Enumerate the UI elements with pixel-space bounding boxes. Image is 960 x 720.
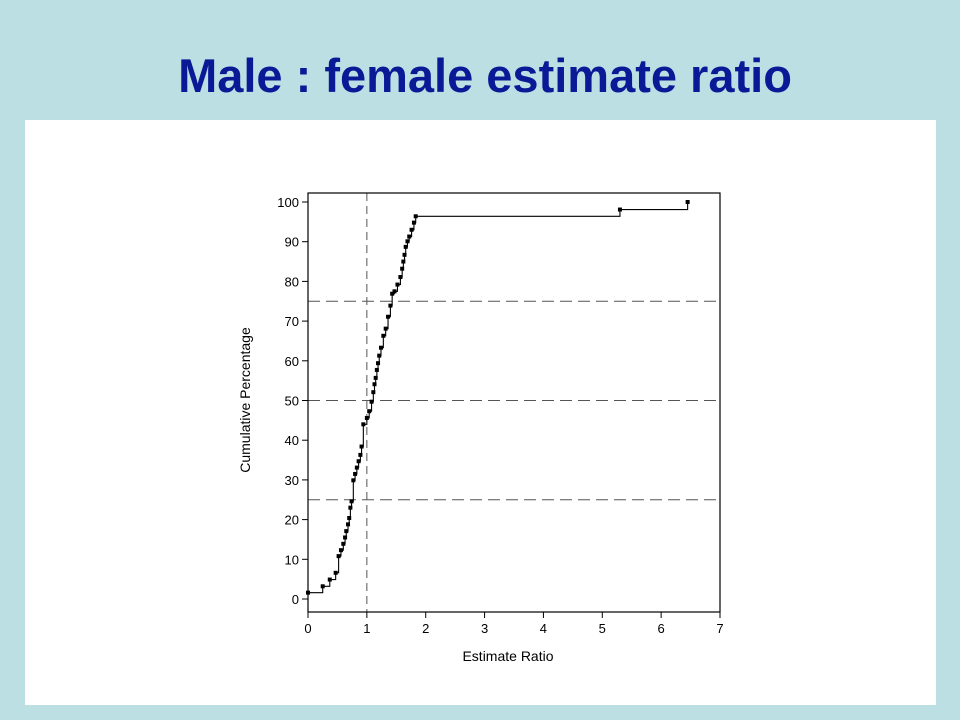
cumulative-percentage-chart: 0 10 20 30 40 50 60 70 80 90 100 0 1 2 3 4 5 6 7 Estimate … — [237, 192, 724, 664]
data-point-47 — [617, 207, 622, 212]
step-line-0 — [308, 202, 689, 594]
data-point-44 — [409, 227, 414, 232]
data-point-23 — [371, 390, 376, 395]
data-point-39 — [401, 259, 406, 264]
data-point-16 — [356, 459, 361, 464]
y-axis-label: Cumulative Percentage — [237, 327, 253, 473]
data-point-46 — [413, 214, 418, 219]
data-point-32 — [386, 314, 391, 319]
data-point-20 — [364, 415, 369, 420]
y-tick-label-20: 20 — [285, 513, 299, 528]
x-axis-label: Estimate Ratio — [462, 648, 553, 664]
data-point-22 — [369, 399, 374, 404]
y-tick-label-0: 0 — [292, 592, 299, 607]
y-tick-label-100: 100 — [277, 195, 299, 210]
data-point-9 — [346, 522, 351, 527]
data-point-34 — [390, 291, 395, 296]
data-point-42 — [405, 239, 410, 244]
series-line — [306, 200, 690, 595]
y-tick-label-80: 80 — [285, 274, 299, 289]
y-tick-label-40: 40 — [285, 433, 299, 448]
data-point-26 — [374, 367, 379, 372]
data-point-1 — [320, 584, 325, 589]
data-point-38 — [400, 266, 405, 271]
data-point-12 — [349, 499, 354, 504]
data-point-29 — [378, 345, 383, 350]
x-tick-label-2: 2 — [422, 621, 429, 636]
chart-panel: 0 10 20 30 40 50 60 70 80 90 100 0 1 2 3 4 5 6 7 Estimate … — [25, 120, 936, 705]
data-point-45 — [411, 220, 416, 225]
data-point-48 — [685, 200, 690, 204]
x-tick-label-6: 6 — [658, 621, 665, 636]
y-tick-label-70: 70 — [285, 314, 299, 329]
data-point-37 — [398, 275, 403, 280]
x-tick-label-3: 3 — [481, 621, 488, 636]
x-tick-label-4: 4 — [540, 621, 547, 636]
y-tick-label-60: 60 — [285, 354, 299, 369]
x-tick-label-5: 5 — [599, 621, 606, 636]
slide-title: Male : female estimate ratio — [178, 49, 792, 102]
data-point-18 — [359, 444, 364, 449]
data-point-43 — [407, 234, 412, 239]
data-point-5 — [338, 548, 343, 553]
y-tick-label-50: 50 — [285, 394, 299, 409]
reference-lines — [308, 193, 720, 612]
data-point-24 — [372, 382, 377, 387]
data-point-4 — [336, 554, 341, 559]
data-point-36 — [395, 282, 400, 287]
data-point-31 — [383, 326, 388, 331]
data-point-6 — [341, 541, 346, 546]
data-point-0 — [306, 590, 310, 595]
data-point-3 — [333, 570, 338, 575]
data-point-13 — [351, 478, 356, 483]
data-point-14 — [353, 471, 358, 476]
data-point-35 — [392, 289, 397, 294]
x-tick-label-1: 1 — [363, 621, 370, 636]
data-point-2 — [327, 577, 332, 582]
data-point-10 — [347, 516, 352, 521]
data-point-15 — [354, 465, 359, 470]
data-point-27 — [376, 361, 381, 366]
data-point-11 — [348, 505, 353, 510]
data-point-7 — [343, 535, 348, 540]
data-point-40 — [402, 252, 407, 257]
plot-frame — [307, 192, 721, 613]
data-point-25 — [373, 375, 378, 380]
data-point-8 — [344, 529, 349, 534]
data-point-41 — [403, 244, 408, 249]
axes: 0 10 20 30 40 50 60 70 80 90 100 0 1 2 3 4 5 6 7 — [277, 192, 724, 636]
x-tick-label-7: 7 — [716, 621, 723, 636]
data-point-19 — [361, 422, 366, 427]
data-point-21 — [367, 409, 372, 414]
y-tick-label-10: 10 — [285, 552, 299, 567]
y-tick-label-30: 30 — [285, 473, 299, 488]
data-point-30 — [381, 333, 386, 338]
x-tick-label-0: 0 — [304, 621, 311, 636]
y-tick-label-90: 90 — [285, 235, 299, 250]
data-point-28 — [377, 353, 382, 358]
data-point-17 — [358, 452, 363, 457]
data-point-33 — [388, 303, 393, 308]
